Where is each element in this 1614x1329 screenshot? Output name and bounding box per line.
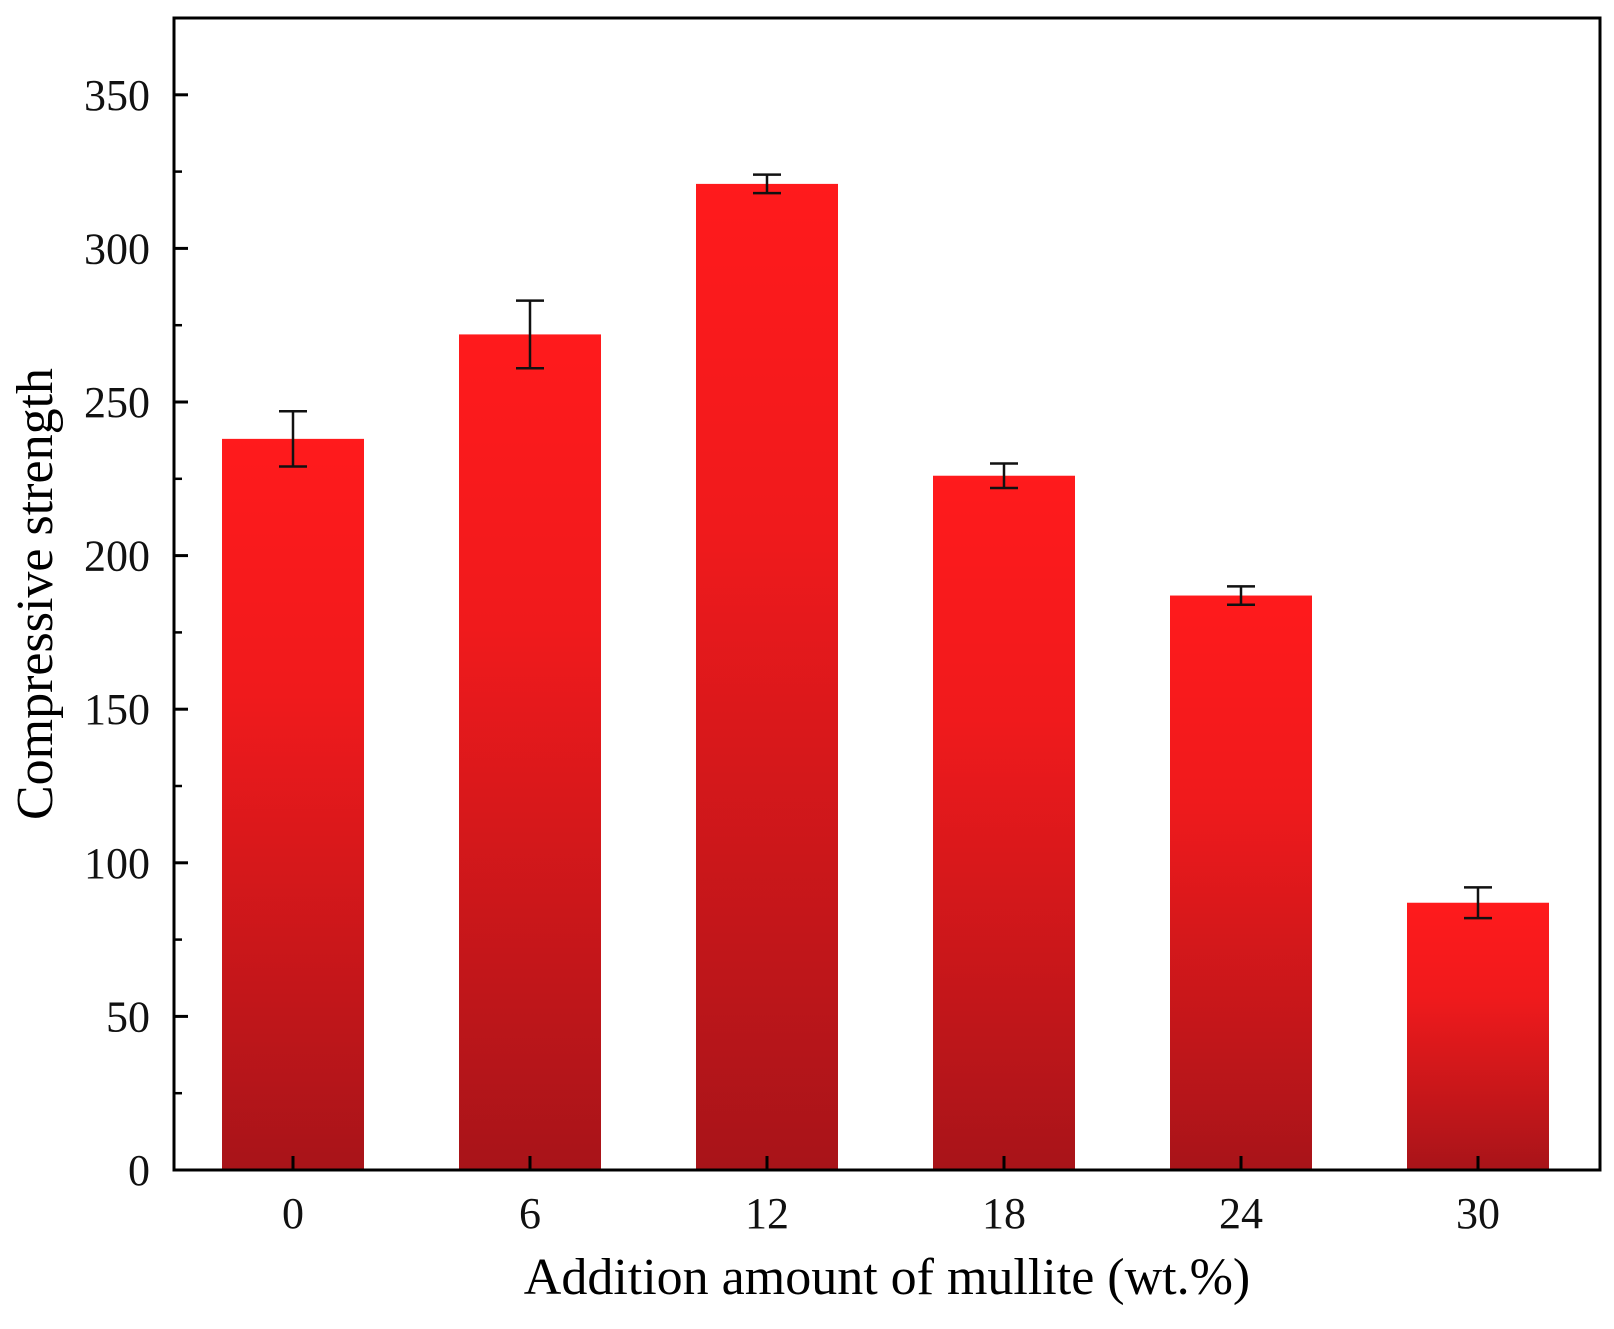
error-bar-12 — [753, 173, 781, 195]
y-tick-label-150: 150 — [84, 685, 150, 734]
error-bar-30 — [1464, 886, 1492, 920]
error-bar-18 — [990, 462, 1018, 490]
x-axis: 0 6 12 18 24 30 — [282, 1156, 1500, 1238]
y-tick-label-50: 50 — [106, 992, 150, 1041]
x-tick-label-18: 18 — [982, 1189, 1026, 1238]
y-axis-title: Compressive strength — [7, 368, 64, 820]
x-tick-label-12: 12 — [745, 1189, 789, 1238]
error-bar-24 — [1227, 585, 1255, 607]
x-axis-title: Addition amount of mullite (wt.%) — [524, 1249, 1250, 1306]
x-tick-label-24: 24 — [1219, 1189, 1263, 1238]
y-tick-label-350: 350 — [84, 71, 150, 120]
y-tick-label-0: 0 — [128, 1146, 150, 1195]
x-tick-label-0: 0 — [282, 1189, 304, 1238]
y-axis: 0 50 100 150 200 250 300 350 — [84, 71, 188, 1195]
y-tick-label-200: 200 — [84, 532, 150, 581]
x-tick-label-6: 6 — [519, 1189, 541, 1238]
bar-18 — [933, 475, 1075, 1170]
bar-24 — [1170, 595, 1312, 1170]
bar-30 — [1407, 902, 1549, 1170]
bars-layer — [222, 183, 1549, 1170]
error-bars-layer — [279, 173, 1492, 920]
y-tick-label-250: 250 — [84, 378, 150, 427]
y-tick-label-100: 100 — [84, 839, 150, 888]
plot-frame — [172, 16, 1602, 1172]
y-tick-label-300: 300 — [84, 224, 150, 273]
x-tick-label-30: 30 — [1456, 1189, 1500, 1238]
error-bar-6 — [516, 299, 544, 370]
error-bar-0 — [279, 409, 307, 468]
bar-0 — [222, 438, 364, 1170]
bar-12 — [696, 183, 838, 1170]
bar-6 — [459, 334, 601, 1170]
